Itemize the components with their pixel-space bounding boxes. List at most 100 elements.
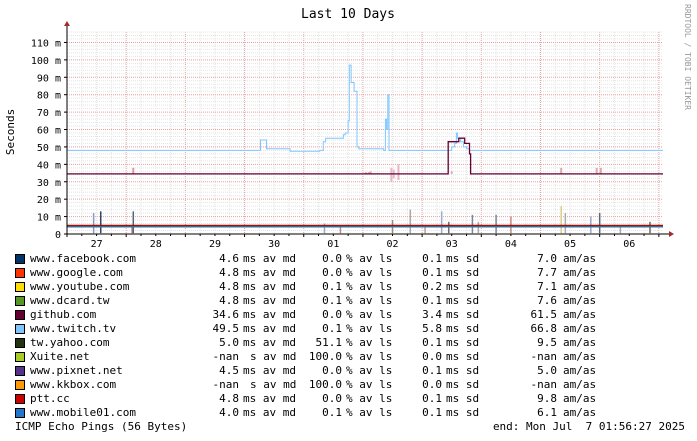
legend-row: www.google.com 4.8 0.0 0.1 7.7 ms av md % av l… bbox=[15, 266, 655, 280]
legend-ls: 0.0 bbox=[322, 252, 342, 265]
legend-avg: -nan bbox=[212, 350, 240, 363]
legend-avg: 4.8 bbox=[219, 392, 239, 405]
legend-amas: 7.6 bbox=[537, 294, 557, 307]
legend-sd: 0.1 bbox=[422, 266, 442, 279]
legend-unit: am/as bbox=[563, 364, 597, 377]
legend-avg: 4.5 bbox=[219, 364, 239, 377]
legend-unit: % av ls bbox=[346, 266, 393, 279]
legend-swatch bbox=[15, 380, 25, 390]
footer-left: ICMP Echo Pings (56 Bytes) bbox=[15, 420, 188, 433]
legend-unit: ms av md bbox=[243, 294, 296, 307]
legend-amas: 61.5 bbox=[530, 308, 558, 321]
legend-amas: 7.0 bbox=[537, 252, 557, 265]
y-tick-label: 10 m bbox=[37, 213, 61, 224]
legend-name: www.google.com bbox=[30, 266, 123, 279]
legend-ls: 0.0 bbox=[322, 266, 342, 279]
legend-unit: ms av md bbox=[243, 322, 296, 335]
legend-unit: % av ls bbox=[346, 392, 393, 405]
legend-name: ptt.cc bbox=[30, 392, 70, 405]
x-tick-label: 29 bbox=[209, 239, 221, 250]
legend-unit: ms sd bbox=[446, 336, 480, 349]
legend-unit: am/as bbox=[563, 294, 597, 307]
legend-unit: ms av md bbox=[243, 252, 296, 265]
legend-sd: 3.4 bbox=[422, 308, 442, 321]
legend-amas: 6.1 bbox=[537, 406, 557, 419]
legend-avg: 34.6 bbox=[212, 308, 240, 321]
x-tick-label: 02 bbox=[386, 239, 398, 250]
legend-row: tw.yahoo.com 5.0 51.1 0.1 9.5 ms av md % av ls… bbox=[15, 336, 655, 350]
legend-swatch bbox=[15, 366, 25, 376]
legend-swatch bbox=[15, 310, 25, 320]
y-tick-labels: 0 10 m 20 m 30 m 40 m 50 m 60 m 70 m 80 m 90 m 100… bbox=[31, 38, 61, 241]
legend-unit: ms av md bbox=[243, 280, 296, 293]
legend-row: www.facebook.com 4.6 0.0 0.1 7.0 ms av md % av… bbox=[15, 252, 655, 266]
legend-row: www.pixnet.net 4.5 0.0 0.1 5.0 ms av md % av l… bbox=[15, 364, 655, 378]
legend-sd: 0.2 bbox=[422, 280, 442, 293]
legend-unit: ms sd bbox=[446, 308, 480, 321]
y-tick-label: 70 m bbox=[37, 108, 61, 119]
y-tick-label: 50 m bbox=[37, 143, 61, 154]
y-tick-label: 100 m bbox=[31, 56, 61, 67]
series-line-www-twitch-tv bbox=[67, 64, 663, 152]
x-tick-label: 01 bbox=[327, 239, 339, 250]
legend-unit: ms sd bbox=[446, 266, 480, 279]
legend-sd: 5.8 bbox=[422, 322, 442, 335]
legend-name: www.facebook.com bbox=[30, 252, 136, 265]
legend-unit: % av ls bbox=[346, 252, 393, 265]
axes bbox=[64, 21, 674, 237]
legend-amas: 66.8 bbox=[530, 322, 558, 335]
legend-ls: 0.1 bbox=[322, 322, 342, 335]
legend-amas: 9.8 bbox=[537, 392, 557, 405]
x-tick-label: 28 bbox=[150, 239, 162, 250]
legend-name: github.com bbox=[30, 308, 97, 321]
legend-name: www.kkbox.com bbox=[30, 378, 117, 391]
legend-row: www.youtube.com 4.8 0.1 0.2 7.1 ms av md % av … bbox=[15, 280, 655, 294]
legend-swatch bbox=[15, 338, 25, 348]
legend-avg: 49.5 bbox=[212, 322, 240, 335]
legend-avg: 4.8 bbox=[219, 266, 239, 279]
legend: www.facebook.com 4.6 0.0 0.1 7.0 ms av md% av… bbox=[15, 252, 655, 420]
legend-unit: ms av md bbox=[243, 308, 296, 321]
y-tick-label: 0 bbox=[55, 230, 61, 241]
legend-sd: 0.1 bbox=[422, 294, 442, 307]
legend-unit: % av ls bbox=[346, 406, 393, 419]
footer-right: end: Mon Jul 7 01:56:27 2025 bbox=[492, 420, 685, 433]
legend-ls: 0.0 bbox=[322, 364, 342, 377]
x-tick-label: 30 bbox=[268, 239, 280, 250]
legend-swatch bbox=[15, 408, 25, 418]
legend-amas: 7.7 bbox=[537, 266, 557, 279]
legend-ls: 0.1 bbox=[322, 280, 342, 293]
legend-unit: ms av md bbox=[243, 266, 296, 279]
y-tick-label: 30 m bbox=[37, 178, 61, 189]
legend-unit: % av ls bbox=[346, 280, 393, 293]
legend-unit: % av ls bbox=[346, 350, 393, 363]
legend-name: tw.yahoo.com bbox=[30, 336, 110, 349]
legend-amas: 5.0 bbox=[537, 364, 557, 377]
legend-unit: ms sd bbox=[446, 378, 480, 391]
legend-sd: 0.1 bbox=[422, 406, 442, 419]
legend-ls: 0.0 bbox=[322, 308, 342, 321]
legend-unit: ms sd bbox=[446, 294, 480, 307]
legend-unit: % av ls bbox=[346, 294, 393, 307]
legend-row: ptt.cc 4.8 0.0 0.1 9.8 ms av md % av ls ms sd am… bbox=[15, 392, 655, 406]
chart-title: Last 10 Days bbox=[301, 7, 395, 22]
legend-unit: am/as bbox=[563, 406, 597, 419]
legend-row: www.twitch.tv 49.5 0.1 5.8 66.8 ms av md % av … bbox=[15, 322, 655, 336]
legend-name: www.dcard.tw bbox=[30, 294, 110, 307]
ping-chart: 0 10 m 20 m 30 m 40 m 50 m 60 m 70 m 80 m 90 m 100… bbox=[4, 7, 674, 250]
y-tick-label: 40 m bbox=[37, 160, 61, 171]
legend-unit: % av ls bbox=[346, 378, 393, 391]
legend-unit: am/as bbox=[563, 266, 597, 279]
legend-avg: 4.8 bbox=[219, 294, 239, 307]
legend-unit: % av ls bbox=[346, 336, 393, 349]
legend-amas: 7.1 bbox=[537, 280, 557, 293]
legend-unit: s av md bbox=[250, 378, 297, 391]
legend-amas: -nan bbox=[530, 350, 558, 363]
legend-unit: ms sd bbox=[446, 406, 480, 419]
legend-sd: 0.0 bbox=[422, 350, 442, 363]
legend-swatch bbox=[15, 324, 25, 334]
series-lines bbox=[67, 64, 663, 228]
legend-unit: ms sd bbox=[446, 364, 480, 377]
legend-unit: ms sd bbox=[446, 350, 480, 363]
legend-row: www.mobile01.com 4.0 0.1 0.1 6.1 ms av md % av… bbox=[15, 406, 655, 420]
